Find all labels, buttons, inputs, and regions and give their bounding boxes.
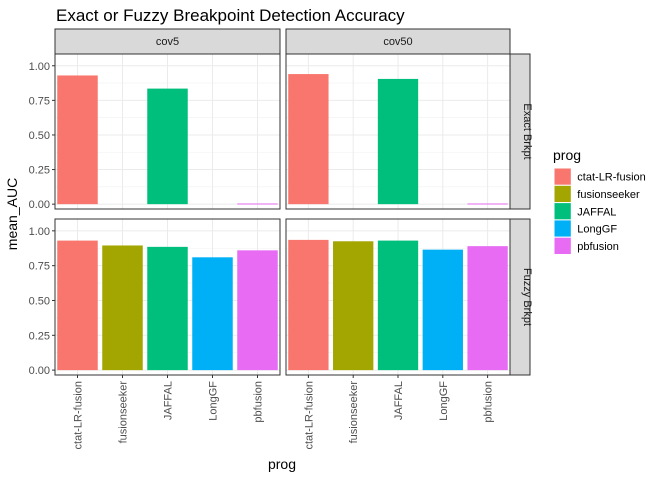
- y-tick-label: 0.50: [29, 295, 50, 307]
- x-tick-label: fusionseeker: [348, 381, 360, 444]
- bar-fusionseeker: [102, 245, 143, 371]
- x-tick-label: ctat-LR-fusion: [73, 381, 85, 449]
- facet-strip-label-cov5: cov5: [156, 36, 179, 48]
- y-axis-title: mean_AUC: [4, 178, 20, 250]
- x-tick-label: pbfusion: [253, 381, 265, 423]
- legend-key-LongGF: [553, 219, 572, 238]
- legend-key-JAFFAL: [553, 202, 572, 221]
- y-tick-label: 1.00: [29, 226, 50, 238]
- x-tick-label: LongGF: [208, 381, 220, 421]
- legend-label-pbfusion: pbfusion: [577, 241, 619, 253]
- legend-label-LongGF: LongGF: [577, 224, 617, 236]
- legend-label-JAFFAL: JAFFAL: [577, 206, 616, 218]
- x-axis-title: prog: [268, 456, 296, 472]
- legend-key-fusionseeker: [553, 184, 572, 204]
- bar-JAFFAL: [147, 88, 188, 205]
- y-tick-label: 0.50: [29, 130, 50, 142]
- legend-title: prog: [553, 147, 581, 163]
- bar-ctat-LR-fusion: [288, 239, 329, 371]
- bar-JAFFAL: [377, 240, 419, 371]
- bar-LongGF: [422, 249, 463, 371]
- bar-LongGF: [192, 257, 233, 371]
- y-tick-label: 0.75: [29, 261, 50, 273]
- bar-JAFFAL: [147, 246, 188, 371]
- bar-pbfusion: [237, 250, 278, 371]
- y-tick-label: 0.25: [29, 330, 50, 342]
- x-tick-label: LongGF: [438, 381, 450, 421]
- y-tick-label: 0.00: [29, 199, 50, 211]
- panel-cov50-exact-brkpt-border: [285, 53, 511, 210]
- y-tick-label: 0.00: [29, 365, 50, 377]
- bar-ctat-LR-fusion: [288, 74, 329, 205]
- plot-area: cov5 cov50 Exact Brkpt Fuzzy Brkpt 0.00 0.25 0…: [29, 28, 533, 449]
- panel-cov5-exact-brkpt-border: [54, 53, 281, 210]
- x-tick-label: JAFFAL: [393, 381, 405, 420]
- legend: ctat-LR-fusion fusionseeker JAFFAL LongGF pb…: [553, 167, 646, 255]
- legend-label-fusionseeker: fusionseeker: [577, 189, 640, 201]
- facet-strip-label-exact-brkpt: Exact Brkpt: [521, 103, 533, 159]
- bar-ctat-LR-fusion: [57, 240, 98, 371]
- x-tick-label: JAFFAL: [163, 381, 175, 420]
- bar-JAFFAL: [377, 78, 419, 205]
- chart-title: Exact or Fuzzy Breakpoint Detection Accu…: [56, 6, 405, 25]
- x-tick-label: fusionseeker: [118, 381, 130, 444]
- legend-label-ctat-LR-fusion: ctat-LR-fusion: [577, 172, 645, 184]
- legend-key-ctat-LR-fusion: [553, 167, 572, 186]
- bar-pbfusion: [467, 203, 508, 205]
- x-tick-label: ctat-LR-fusion: [303, 381, 315, 449]
- facet-strip-label-fuzzy-brkpt: Fuzzy Brkpt: [521, 268, 533, 326]
- bar-ctat-LR-fusion: [57, 75, 98, 205]
- bar-pbfusion: [467, 246, 508, 371]
- facet-strip-label-cov50: cov50: [383, 36, 412, 48]
- x-tick-label: pbfusion: [483, 381, 495, 423]
- y-tick-label: 0.25: [29, 165, 50, 177]
- y-tick-label: 1.00: [29, 61, 50, 73]
- legend-key-pbfusion: [553, 236, 572, 255]
- bar-fusionseeker: [333, 241, 374, 371]
- facet-strip-cov50: [285, 28, 511, 55]
- bar-pbfusion: [237, 203, 278, 205]
- y-tick-label: 0.75: [29, 95, 50, 107]
- facet-strip-cov5: [54, 28, 281, 55]
